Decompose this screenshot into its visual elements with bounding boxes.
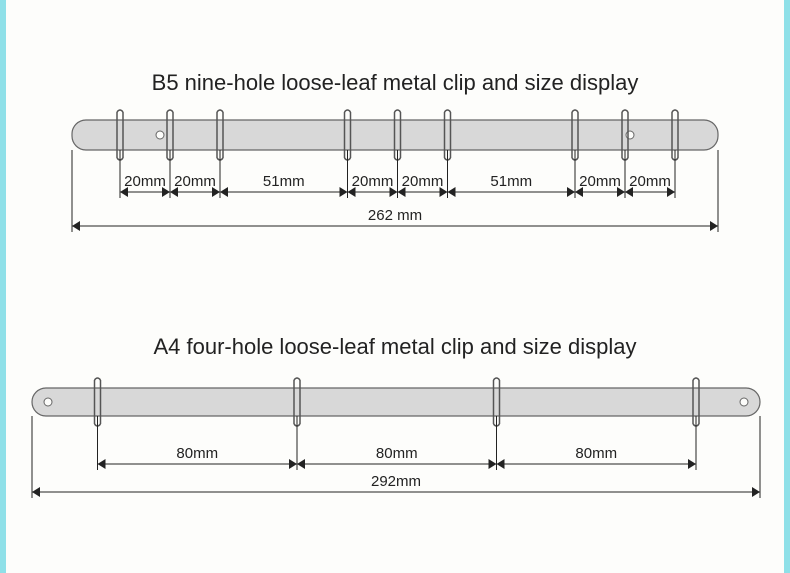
svg-text:51mm: 51mm <box>490 173 532 190</box>
a4-mount-hole-1 <box>740 398 748 406</box>
b5-mount-hole-1 <box>626 131 634 139</box>
b5-mount-hole-0 <box>156 131 164 139</box>
svg-text:80mm: 80mm <box>376 445 418 462</box>
svg-text:20mm: 20mm <box>352 173 394 190</box>
b5-svg: 20mm 20mm 51mm 20mm 20mm 51mm 20mm 20mm 262 mm <box>62 110 728 250</box>
b5-title: B5 nine-hole loose-leaf metal clip and s… <box>0 70 790 96</box>
svg-text:80mm: 80mm <box>176 445 218 462</box>
b5-diagram: 20mm 20mm 51mm 20mm 20mm 51mm 20mm 20mm 262 mm <box>62 110 728 250</box>
a4-clip-body <box>32 388 760 416</box>
svg-text:51mm: 51mm <box>263 173 305 190</box>
svg-text:20mm: 20mm <box>174 173 216 190</box>
svg-text:20mm: 20mm <box>629 173 671 190</box>
a4-mount-hole-0 <box>44 398 52 406</box>
page: B5 nine-hole loose-leaf metal clip and s… <box>0 0 790 573</box>
svg-text:80mm: 80mm <box>575 445 617 462</box>
svg-text:20mm: 20mm <box>402 173 444 190</box>
a4-diagram: 80mm 80mm 80mm 292mm <box>26 378 766 528</box>
svg-text:20mm: 20mm <box>579 173 621 190</box>
a4-svg: 80mm 80mm 80mm 292mm <box>26 378 766 528</box>
a4-title: A4 four-hole loose-leaf metal clip and s… <box>0 334 790 360</box>
svg-text:20mm: 20mm <box>124 173 166 190</box>
svg-text:262 mm: 262 mm <box>368 207 422 224</box>
svg-text:292mm: 292mm <box>371 473 421 490</box>
